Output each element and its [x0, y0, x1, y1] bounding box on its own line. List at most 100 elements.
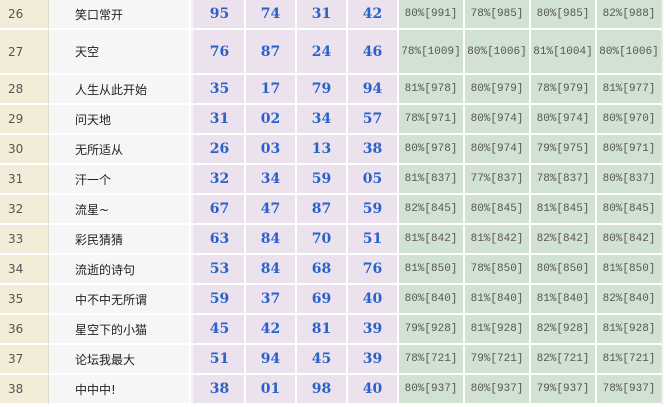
- number-cell: 31: [297, 0, 348, 30]
- table-row: 26 笑口常开 95 74 31 42 80%[991] 78%[985] 80%[985] 82…: [0, 0, 663, 30]
- number-cell: 31: [195, 105, 246, 135]
- percent-cell: 81%[845]: [531, 195, 597, 225]
- table-row: 32 流星~ 67 47 87 59 82%[845] 80%[845] 81%[845] 80%…: [0, 195, 663, 225]
- rank-cell: 26: [0, 0, 49, 30]
- rank-cell: 34: [0, 255, 49, 285]
- number-cell: 81: [297, 315, 348, 345]
- column-gap: [191, 225, 195, 255]
- name-cell: 流逝的诗句: [49, 255, 191, 285]
- percent-cell: 80%[840]: [399, 285, 465, 315]
- number-cell: 87: [246, 30, 297, 75]
- number-cell: 70: [297, 225, 348, 255]
- percent-cell: 82%[721]: [531, 345, 597, 375]
- percent-cell: 80%[978]: [399, 135, 465, 165]
- name-cell: 笑口常开: [49, 0, 191, 30]
- percent-cell: 79%[975]: [531, 135, 597, 165]
- rank-cell: 33: [0, 225, 49, 255]
- percent-cell: 80%[845]: [465, 195, 531, 225]
- name-cell: 星空下的小猫: [49, 315, 191, 345]
- percent-cell: 81%[928]: [465, 315, 531, 345]
- percent-cell: 80%[971]: [597, 135, 663, 165]
- percent-cell: 78%[837]: [531, 165, 597, 195]
- column-gap: [191, 165, 195, 195]
- name-cell: 论坛我最大: [49, 345, 191, 375]
- table-row: 28 人生从此开始 35 17 79 94 81%[978] 80%[979] 78%[979]…: [0, 75, 663, 105]
- number-cell: 37: [246, 285, 297, 315]
- percent-cell: 79%[721]: [465, 345, 531, 375]
- number-cell: 69: [297, 285, 348, 315]
- number-cell: 59: [195, 285, 246, 315]
- percent-cell: 80%[985]: [531, 0, 597, 30]
- number-cell: 34: [246, 165, 297, 195]
- percent-cell: 82%[988]: [597, 0, 663, 30]
- percent-cell: 80%[974]: [465, 135, 531, 165]
- name-cell: 汗一个: [49, 165, 191, 195]
- number-cell: 13: [297, 135, 348, 165]
- number-cell: 59: [348, 195, 399, 225]
- percent-cell: 81%[837]: [399, 165, 465, 195]
- number-cell: 76: [348, 255, 399, 285]
- percent-cell: 80%[979]: [465, 75, 531, 105]
- percent-cell: 81%[840]: [465, 285, 531, 315]
- percent-cell: 80%[1006]: [465, 30, 531, 75]
- table-row: 29 问天地 31 02 34 57 78%[971] 80%[974] 80%[974] 80%…: [0, 105, 663, 135]
- table-row: 31 汗一个 32 34 59 05 81%[837] 77%[837] 78%[837] 80%…: [0, 165, 663, 195]
- percent-cell: 81%[721]: [597, 345, 663, 375]
- percent-cell: 80%[850]: [531, 255, 597, 285]
- column-gap: [191, 285, 195, 315]
- column-gap: [191, 315, 195, 345]
- percent-cell: 79%[928]: [399, 315, 465, 345]
- percent-cell: 81%[978]: [399, 75, 465, 105]
- number-cell: 03: [246, 135, 297, 165]
- percent-cell: 80%[991]: [399, 0, 465, 30]
- percent-cell: 78%[979]: [531, 75, 597, 105]
- number-cell: 84: [246, 225, 297, 255]
- number-cell: 38: [195, 375, 246, 405]
- number-cell: 68: [297, 255, 348, 285]
- number-cell: 45: [195, 315, 246, 345]
- number-cell: 95: [195, 0, 246, 30]
- percent-cell: 79%[937]: [531, 375, 597, 405]
- column-gap: [191, 75, 195, 105]
- percent-cell: 81%[840]: [531, 285, 597, 315]
- number-cell: 39: [348, 315, 399, 345]
- number-cell: 35: [195, 75, 246, 105]
- percent-cell: 82%[928]: [531, 315, 597, 345]
- column-gap: [191, 0, 195, 30]
- rank-cell: 27: [0, 30, 49, 75]
- table-row: 36 星空下的小猫 45 42 81 39 79%[928] 81%[928] 82%[928]…: [0, 315, 663, 345]
- number-cell: 42: [246, 315, 297, 345]
- name-cell: 流星~: [49, 195, 191, 225]
- number-cell: 40: [348, 285, 399, 315]
- number-cell: 74: [246, 0, 297, 30]
- number-cell: 05: [348, 165, 399, 195]
- percent-cell: 81%[1004]: [531, 30, 597, 75]
- number-cell: 34: [297, 105, 348, 135]
- percent-cell: 80%[845]: [597, 195, 663, 225]
- number-cell: 45: [297, 345, 348, 375]
- table-row: 38 中中中! 38 01 98 40 80%[937] 80%[937] 79%[937] 78…: [0, 375, 663, 405]
- column-gap: [191, 105, 195, 135]
- percent-cell: 81%[850]: [399, 255, 465, 285]
- number-cell: 32: [195, 165, 246, 195]
- column-gap: [191, 135, 195, 165]
- table-row: 30 无所适从 26 03 13 38 80%[978] 80%[974] 79%[975] 80…: [0, 135, 663, 165]
- number-cell: 01: [246, 375, 297, 405]
- percent-cell: 80%[974]: [465, 105, 531, 135]
- percent-cell: 80%[937]: [399, 375, 465, 405]
- column-gap: [191, 345, 195, 375]
- rank-cell: 32: [0, 195, 49, 225]
- column-gap: [191, 375, 195, 405]
- name-cell: 彩民猜猜: [49, 225, 191, 255]
- percent-cell: 81%[928]: [597, 315, 663, 345]
- table-row: 37 论坛我最大 51 94 45 39 78%[721] 79%[721] 82%[721] 8…: [0, 345, 663, 375]
- percent-cell: 80%[1006]: [597, 30, 663, 75]
- name-cell: 无所适从: [49, 135, 191, 165]
- number-cell: 42: [348, 0, 399, 30]
- name-cell: 中中中!: [49, 375, 191, 405]
- number-cell: 17: [246, 75, 297, 105]
- number-cell: 02: [246, 105, 297, 135]
- percent-cell: 81%[842]: [465, 225, 531, 255]
- number-cell: 94: [348, 75, 399, 105]
